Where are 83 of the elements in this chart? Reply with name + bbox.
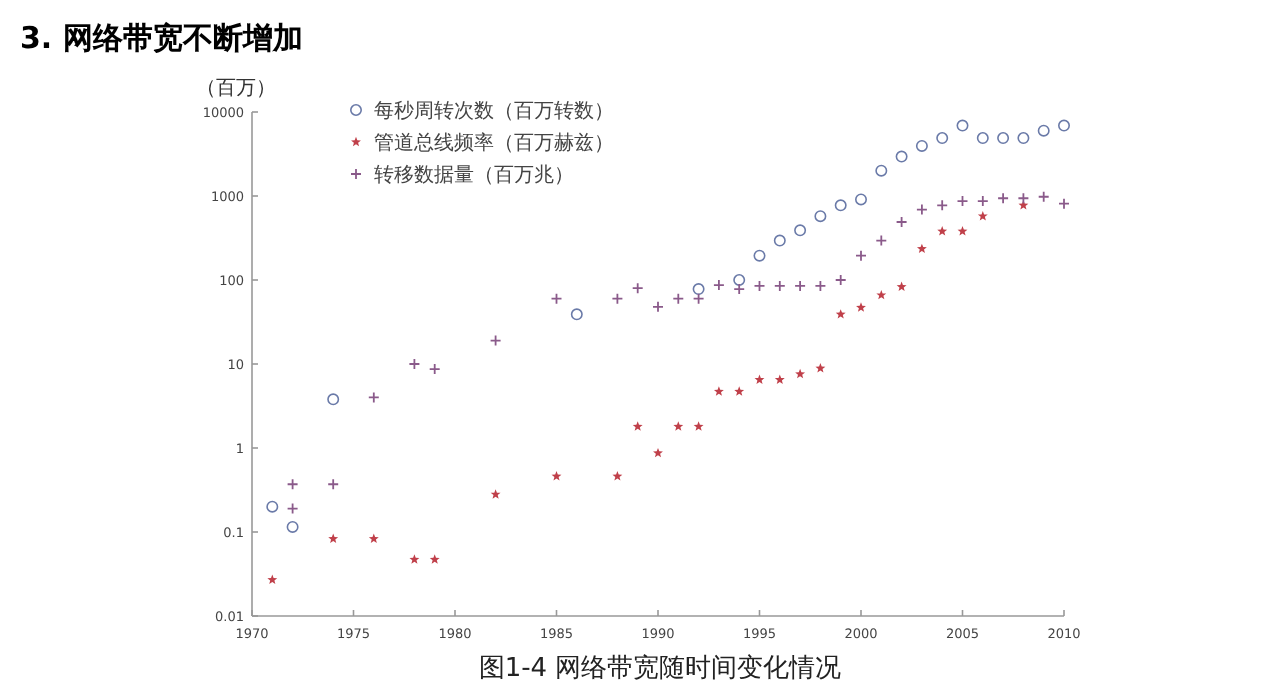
legend-label: 每秒周转次数（百万转数） <box>374 99 614 123</box>
point <box>754 374 765 384</box>
point <box>896 281 907 291</box>
point <box>327 393 340 406</box>
point <box>916 203 928 216</box>
point <box>855 193 867 206</box>
legend-label: 转移数据量（百万兆） <box>374 163 574 187</box>
point <box>937 226 948 236</box>
point <box>1017 132 1030 145</box>
point <box>977 210 988 221</box>
point <box>570 308 583 321</box>
point <box>895 216 908 228</box>
point <box>408 358 421 370</box>
point <box>1037 124 1050 137</box>
point <box>266 500 279 513</box>
point <box>875 164 888 177</box>
y-axis-title: （百万） <box>196 78 276 100</box>
point <box>855 249 867 262</box>
point <box>286 502 299 515</box>
point <box>795 368 806 379</box>
point <box>997 192 1009 205</box>
point <box>428 363 441 375</box>
legend-label: 管道总线频率（百万赫兹） <box>374 131 614 155</box>
point <box>367 391 380 404</box>
point <box>834 274 847 286</box>
point <box>328 533 339 543</box>
point <box>490 489 501 499</box>
point <box>611 292 624 305</box>
point <box>997 132 1010 145</box>
point <box>1058 119 1070 132</box>
point <box>915 139 928 152</box>
point <box>1037 190 1050 203</box>
point <box>916 243 927 254</box>
point <box>835 309 846 319</box>
point <box>713 279 725 291</box>
point <box>652 300 664 313</box>
point <box>693 421 704 431</box>
point <box>653 447 663 458</box>
point <box>753 280 766 292</box>
point <box>631 282 644 295</box>
caption: 图1-4 网络带宽随时间变化情况 <box>478 652 842 684</box>
point <box>815 363 826 373</box>
point <box>733 274 746 286</box>
chart-title: 3. 网络带宽不断增加 <box>20 20 303 56</box>
point <box>286 478 299 491</box>
point <box>976 195 989 207</box>
point <box>550 292 563 305</box>
point <box>773 234 786 247</box>
point <box>733 283 746 295</box>
point <box>814 210 827 223</box>
point <box>895 150 908 163</box>
point <box>936 199 949 212</box>
point <box>632 421 643 431</box>
point <box>429 554 440 564</box>
point <box>672 292 685 305</box>
point <box>489 334 502 347</box>
point <box>551 471 562 481</box>
point <box>286 520 299 533</box>
point <box>267 574 278 584</box>
point <box>936 132 949 145</box>
point <box>876 289 887 300</box>
point <box>673 421 684 431</box>
point <box>409 554 420 564</box>
point <box>692 292 705 305</box>
point <box>327 478 340 491</box>
point <box>734 386 745 396</box>
point <box>875 234 888 247</box>
point <box>956 195 969 207</box>
point <box>692 283 705 296</box>
point <box>753 249 766 262</box>
point <box>976 132 989 145</box>
point <box>612 471 623 481</box>
point <box>1017 192 1030 205</box>
point <box>834 199 847 212</box>
point <box>794 224 807 237</box>
point <box>774 374 785 384</box>
point <box>773 280 786 292</box>
point <box>713 386 724 396</box>
point <box>814 280 827 292</box>
point <box>1058 197 1070 210</box>
point <box>368 533 379 543</box>
point <box>956 119 969 132</box>
point <box>794 280 806 292</box>
